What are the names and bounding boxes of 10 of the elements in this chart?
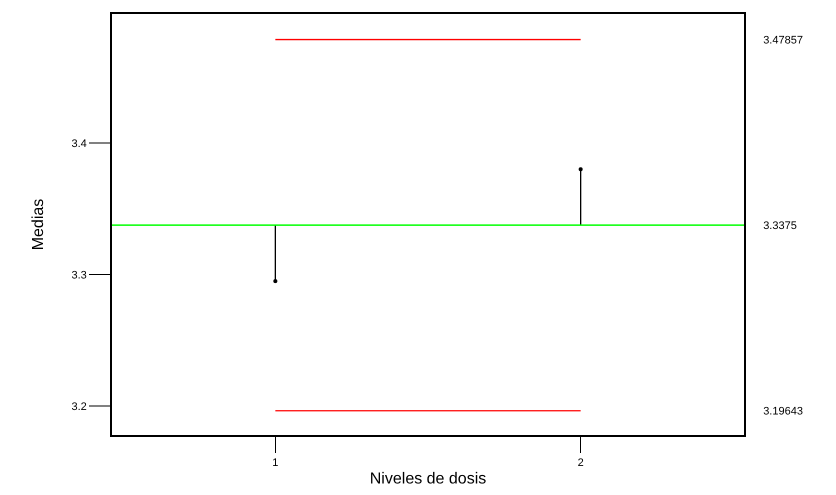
x-axis-title: Niveles de dosis <box>370 470 486 488</box>
y2-tick-label: 3.19643 <box>763 406 803 418</box>
y-axis-title: Medias <box>30 198 47 250</box>
y-tick-label: 3.2 <box>72 400 87 413</box>
x-tick-label: 1 <box>272 457 278 470</box>
y2-tick-label: 3.3375 <box>763 220 797 232</box>
y-tick-label: 3.4 <box>72 138 87 150</box>
y-tick-label: 3.3 <box>72 269 87 282</box>
y2-tick-label: 3.47857 <box>763 34 803 46</box>
x-tick-label: 2 <box>578 457 584 470</box>
